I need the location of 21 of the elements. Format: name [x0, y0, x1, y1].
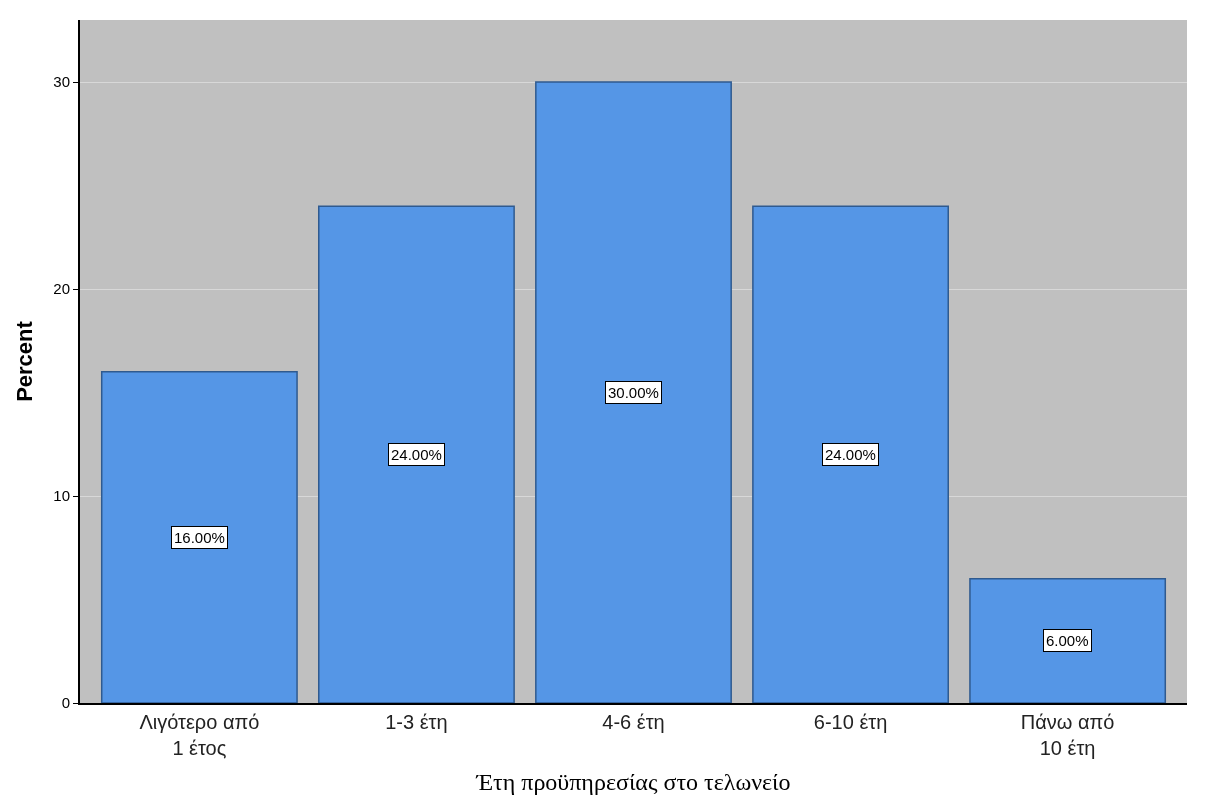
bar: [318, 205, 515, 703]
x-axis-title: Έτη προϋπηρεσίας στο τελωνείο: [475, 768, 791, 795]
data-label: 6.00%: [1046, 632, 1089, 649]
x-tick-label: Λιγότερο από 1 έτος: [139, 711, 260, 759]
data-label: 24.00%: [391, 446, 442, 463]
bar: [752, 205, 949, 703]
x-tick-label: 4-6 έτη: [602, 711, 665, 733]
x-tick-label: Πάνω από 10 έτη: [1020, 711, 1115, 759]
y-tick-label: 20: [53, 280, 70, 298]
y-tick-label: 0: [61, 694, 70, 712]
bar: [969, 578, 1167, 703]
x-tick-label: 6-10 έτη: [813, 711, 888, 733]
y-tick-label: 30: [53, 73, 70, 91]
data-label: 16.00%: [174, 529, 225, 546]
bar: [100, 371, 298, 703]
y-tick-label: 10: [53, 487, 70, 505]
bar: [535, 81, 732, 703]
x-tick-label: 1-3 έτη: [385, 711, 448, 733]
y-axis-title: Percent: [11, 320, 37, 402]
data-label: 24.00%: [825, 446, 876, 463]
data-label: 30.00%: [608, 384, 659, 401]
